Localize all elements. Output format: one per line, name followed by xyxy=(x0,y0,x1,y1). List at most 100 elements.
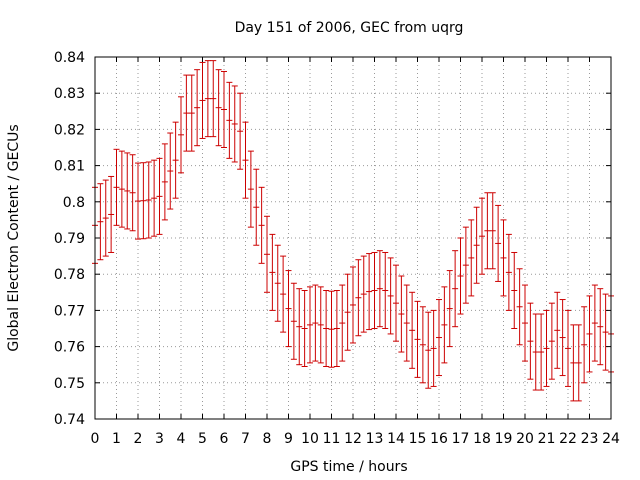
y-tick-label: 0.8 xyxy=(63,195,85,211)
error-bar-point xyxy=(457,237,464,315)
error-bar-point xyxy=(355,259,362,337)
error-bar-point xyxy=(559,299,566,377)
error-bar-point xyxy=(333,289,340,368)
x-tick-label: 18 xyxy=(473,431,491,447)
x-tick-label: 4 xyxy=(177,431,186,447)
error-bar-point xyxy=(597,288,604,366)
error-bar-point xyxy=(430,309,437,387)
y-tick-label: 0.81 xyxy=(54,159,85,175)
x-tick-label: 2 xyxy=(134,431,143,447)
error-bar-point xyxy=(172,121,179,199)
error-bar-point xyxy=(581,306,588,384)
x-tick-label: 0 xyxy=(91,431,100,447)
error-bar-point xyxy=(178,96,184,174)
error-bar-point xyxy=(538,313,545,391)
error-bar-point xyxy=(495,204,502,282)
error-bar-point xyxy=(124,152,131,230)
error-bar-point xyxy=(237,92,244,170)
error-bar-point xyxy=(565,309,571,387)
error-bar-point xyxy=(113,148,120,226)
error-bar-point xyxy=(204,60,211,138)
error-bar-point xyxy=(532,313,539,391)
x-tick-label: 6 xyxy=(220,431,229,447)
error-bar-point xyxy=(296,288,303,366)
error-bar-point xyxy=(382,251,389,329)
error-bar-point xyxy=(221,70,227,148)
error-bar-point xyxy=(484,192,491,270)
error-bar-point xyxy=(188,74,195,152)
error-bar-point xyxy=(118,150,125,228)
y-tick-label: 0.74 xyxy=(54,412,85,428)
error-bar-point xyxy=(323,289,330,368)
y-tick-label: 0.78 xyxy=(54,267,85,283)
x-axis-label: GPS time / hours xyxy=(290,459,407,475)
error-bar-point xyxy=(446,270,453,348)
error-bar-point xyxy=(280,255,287,333)
error-bar-point xyxy=(140,162,147,240)
error-bar-point xyxy=(371,251,378,329)
y-tick-label: 0.76 xyxy=(54,340,85,356)
error-bar-point xyxy=(328,290,335,368)
error-bar-point xyxy=(339,284,346,362)
error-bar-point xyxy=(344,273,351,351)
error-bar-point xyxy=(285,270,292,348)
error-bar-point xyxy=(317,286,324,364)
x-tick-label: 11 xyxy=(323,431,341,447)
x-tick-label: 8 xyxy=(263,431,272,447)
error-bar-point xyxy=(226,81,233,159)
x-tick-label: 15 xyxy=(409,431,427,447)
grid xyxy=(95,57,611,419)
error-bar-point xyxy=(548,302,555,380)
x-tick-label: 14 xyxy=(387,431,405,447)
y-axis-label: Global Electron Content / GECUs xyxy=(6,124,22,351)
x-tick-label: 24 xyxy=(602,431,620,447)
error-bar-point xyxy=(199,61,206,139)
error-bar-point xyxy=(409,291,416,369)
x-tick-label: 17 xyxy=(452,431,470,447)
error-bar-point xyxy=(452,250,459,328)
error-bar-point xyxy=(156,157,163,235)
error-bar-point xyxy=(473,206,480,284)
x-tick-label: 7 xyxy=(241,431,250,447)
error-bar-point xyxy=(441,286,448,364)
chart-title: Day 151 of 2006, GEC from uqrg xyxy=(235,20,464,36)
error-bar-point xyxy=(511,251,518,329)
error-bar-point xyxy=(290,282,297,360)
error-bar-point xyxy=(468,219,475,297)
x-tick-label: 10 xyxy=(301,431,319,447)
error-bar-point xyxy=(570,324,577,402)
error-bar-point xyxy=(591,284,598,362)
error-bar-point xyxy=(274,244,281,322)
x-tick-label: 13 xyxy=(366,431,384,447)
error-bar-point xyxy=(360,255,367,333)
error-bar-point xyxy=(102,179,109,257)
error-bar-point xyxy=(97,183,104,261)
y-tick-labels: 0.74 0.75 0.76 0.77 0.78 0.79 0.8 0.81 0.82 0.83 0… xyxy=(54,50,85,428)
error-bar-point xyxy=(387,257,394,335)
error-bar-point xyxy=(247,150,254,228)
error-bar-point xyxy=(366,253,373,331)
error-bar-point xyxy=(376,250,383,328)
x-tick-label: 16 xyxy=(430,431,448,447)
error-bar-point xyxy=(522,284,528,362)
x-tick-label: 12 xyxy=(344,431,362,447)
x-tick-label: 9 xyxy=(284,431,293,447)
error-bar-point xyxy=(479,197,485,275)
y-tick-label: 0.79 xyxy=(54,231,85,247)
error-bar-point xyxy=(543,309,550,387)
y-tick-label: 0.75 xyxy=(54,376,85,392)
error-bar-point xyxy=(586,295,593,373)
x-tick-label: 20 xyxy=(516,431,534,447)
error-bar-point xyxy=(253,168,260,246)
x-tick-label: 19 xyxy=(495,431,513,447)
error-bar-point xyxy=(462,226,469,304)
x-tick-label: 1 xyxy=(112,431,121,447)
error-bar-point xyxy=(393,264,399,342)
error-bar-point xyxy=(500,219,507,297)
plot-frame xyxy=(94,56,612,420)
error-bar-point xyxy=(516,268,523,346)
error-bar-point xyxy=(403,284,410,362)
error-bar-point xyxy=(194,69,201,147)
